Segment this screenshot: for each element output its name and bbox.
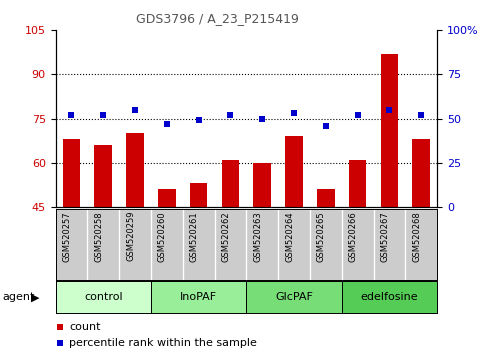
Text: GSM520263: GSM520263 — [253, 211, 262, 262]
Bar — [158, 189, 176, 207]
Point — [56, 341, 64, 346]
Point — [56, 324, 64, 329]
Point — [354, 112, 361, 118]
Text: GDS3796 / A_23_P215419: GDS3796 / A_23_P215419 — [136, 12, 299, 25]
Text: GSM520257: GSM520257 — [62, 211, 71, 262]
Text: GSM520259: GSM520259 — [126, 211, 135, 262]
Bar — [95, 145, 112, 207]
Point — [258, 116, 266, 121]
Point — [99, 112, 107, 118]
Point — [322, 123, 330, 129]
Bar — [285, 136, 303, 207]
Text: GSM520260: GSM520260 — [158, 211, 167, 262]
Bar — [349, 160, 367, 207]
Bar — [342, 281, 437, 313]
Text: control: control — [84, 292, 123, 302]
Bar — [412, 139, 430, 207]
Text: InoPAF: InoPAF — [180, 292, 217, 302]
Bar — [151, 281, 246, 313]
Point — [195, 118, 202, 123]
Bar — [56, 281, 151, 313]
Text: edelfosine: edelfosine — [361, 292, 418, 302]
Bar — [246, 281, 342, 313]
Text: GSM520261: GSM520261 — [190, 211, 199, 262]
Text: GSM520262: GSM520262 — [221, 211, 230, 262]
Bar — [317, 189, 335, 207]
Text: GSM520258: GSM520258 — [94, 211, 103, 262]
Text: GSM520264: GSM520264 — [285, 211, 294, 262]
Text: count: count — [69, 321, 100, 332]
Text: percentile rank within the sample: percentile rank within the sample — [69, 338, 257, 348]
Text: ▶: ▶ — [30, 292, 39, 302]
Bar — [254, 163, 271, 207]
Text: GSM520265: GSM520265 — [317, 211, 326, 262]
Bar — [190, 183, 207, 207]
Point — [417, 112, 425, 118]
Text: GSM520267: GSM520267 — [381, 211, 389, 262]
Point — [131, 107, 139, 113]
Point — [227, 112, 234, 118]
Point — [163, 121, 170, 127]
Text: GlcPAF: GlcPAF — [275, 292, 313, 302]
Point — [290, 110, 298, 116]
Point — [68, 112, 75, 118]
Bar — [63, 139, 80, 207]
Text: agent: agent — [2, 292, 35, 302]
Point — [385, 107, 393, 113]
Text: GSM520266: GSM520266 — [349, 211, 357, 262]
Text: GSM520268: GSM520268 — [412, 211, 421, 262]
Bar — [126, 133, 144, 207]
Bar — [222, 160, 239, 207]
Bar — [381, 54, 398, 207]
